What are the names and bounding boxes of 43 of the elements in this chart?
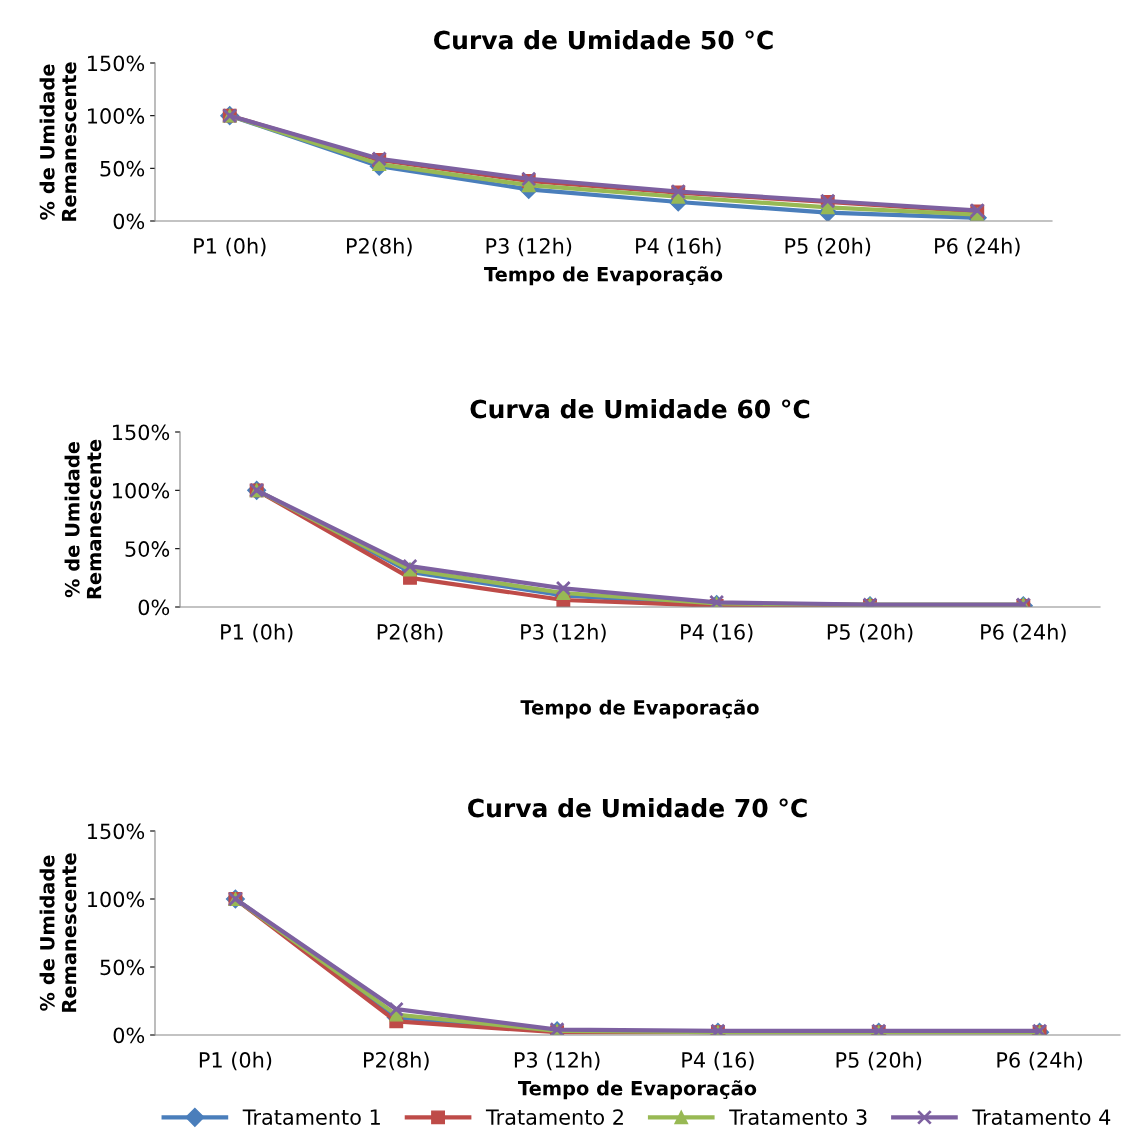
- chart-title: Curva de Umidade 50 °C: [434, 30, 773, 50]
- legend-label: Tratamento 1: [242, 1109, 380, 1125]
- y-tick-label: 100%: [88, 108, 145, 124]
- x-tick-label: P3 (12h): [514, 1051, 600, 1071]
- y-tick-label: 50%: [100, 959, 145, 976]
- x-tick-label: P5 (20h): [827, 623, 913, 643]
- chart-title: Curva de Umidade 60 °C: [470, 399, 810, 419]
- y-tick-label: 150%: [88, 55, 145, 72]
- x-tick-label: P3 (12h): [521, 623, 606, 643]
- legend-label: Tratamento 3: [729, 1109, 867, 1125]
- x-tick-label: P1 (0h): [221, 623, 293, 643]
- legend-label: Tratamento 4: [972, 1109, 1111, 1125]
- y-tick-label: 100%: [88, 891, 145, 908]
- y-tick-label: 100%: [113, 482, 170, 499]
- x-tick-label: P5 (20h): [785, 237, 871, 257]
- x-axis-title: Tempo de Evaporação: [484, 266, 723, 286]
- y-tick-label: 150%: [88, 823, 145, 840]
- x-tick-label: P6 (24h): [997, 1051, 1082, 1071]
- x-tick-label: P4 (16): [682, 1051, 754, 1071]
- x-axis-title: Tempo de Evaporação: [520, 699, 759, 719]
- y-tick-label: 0%: [113, 1027, 145, 1044]
- legend-label: Tratamento 2: [485, 1109, 623, 1125]
- x-tick-label: P2(8h): [377, 623, 443, 643]
- chart-title: Curva de Umidade 70 °C: [468, 798, 807, 818]
- x-tick-label: P4 (16h): [636, 237, 721, 257]
- y-axis-title: % de Umidade Remanescente: [39, 62, 77, 221]
- x-tick-label: P2(8h): [364, 1051, 429, 1071]
- x-tick-label: P5 (20h): [836, 1051, 922, 1071]
- y-axis-title: % de Umidade Remanescente: [64, 439, 102, 599]
- y-tick-label: 50%: [125, 541, 170, 557]
- y-axis-title: % de Umidade Remanescente: [39, 853, 77, 1012]
- x-tick-label: P3 (12h): [486, 237, 572, 257]
- x-tick-label: P4 (16): [681, 623, 753, 643]
- x-tick-label: P6 (24h): [935, 237, 1020, 257]
- x-tick-label: P2(8h): [347, 237, 412, 257]
- x-tick-label: P6 (24h): [981, 623, 1066, 643]
- y-tick-label: 50%: [100, 160, 145, 177]
- y-tick-label: 0%: [138, 599, 170, 616]
- x-tick-label: P1 (0h): [199, 1051, 272, 1071]
- x-axis-title: Tempo de Evaporação: [518, 1080, 757, 1100]
- y-tick-label: 0%: [113, 213, 145, 230]
- x-tick-label: P1 (0h): [194, 237, 266, 257]
- y-tick-label: 150%: [113, 424, 170, 441]
